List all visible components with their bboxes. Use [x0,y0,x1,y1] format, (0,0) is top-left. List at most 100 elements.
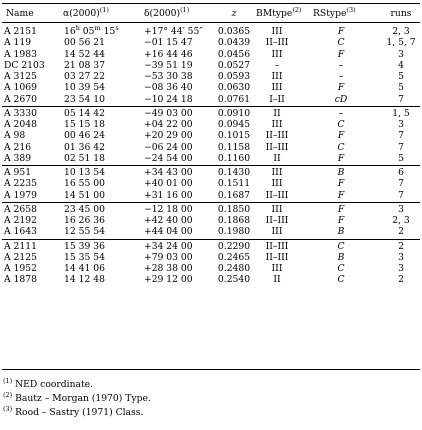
cell-dec: +42 40 00 [144,215,193,226]
cell-name: A 1979 [4,189,37,201]
cell-ra: 14 52 44 [64,48,105,60]
cell-rs: B [337,251,345,263]
cell-runs: 1, 5 [392,107,410,119]
cell-name: A 1952 [4,263,37,274]
cell-z: 0.0439 [217,37,251,49]
cell-name: A 2048 [4,119,37,130]
cell-rs: F [337,189,345,201]
cell-z: 0.2540 [217,274,251,286]
cell-rs: F [337,152,345,164]
cell-dec: −01 15 47 [144,37,193,49]
cell-bm: III [271,26,283,37]
cell-runs: 2 [398,226,404,238]
cell-name: DC 2103 [4,59,45,71]
cell-runs: 7 [398,93,404,105]
cell-ra: 14 41 06 [64,263,105,274]
cell-rs: cD [334,93,348,105]
cell-bm: II [273,274,281,286]
cell-ra: 00 56 21 [64,37,105,49]
group-separator-rule [2,201,420,203]
cell-z: 0.1511 [217,178,251,190]
cell-name: A 951 [4,167,32,178]
header-bm: BMtype(2) [256,6,302,19]
cell-dec: −10 24 18 [144,93,193,105]
cell-z: 0.2290 [217,240,251,252]
table-bottom-rule [2,369,420,370]
cell-dec: +28 38 00 [144,263,193,274]
cell-name: A 119 [4,37,32,49]
cell-dec: −53 30 38 [144,71,193,82]
group-separator-rule [2,165,420,166]
cell-bm: III [271,178,283,190]
cell-runs: 3 [398,263,404,274]
cell-z: 0.1160 [217,152,251,164]
cell-rs: F [337,203,345,215]
cell-runs: 5 [398,82,404,94]
cell-runs: 1, 5, 7 [386,37,416,49]
cell-runs: 6 [398,167,404,178]
cell-dec: −49 03 00 [144,107,193,119]
cell-name: A 2151 [4,26,37,37]
cell-name: A 98 [4,130,26,142]
cell-rs: F [337,130,345,142]
cell-dec: +29 12 00 [144,274,193,286]
header-ra: α(2000)(1) [63,6,109,19]
cell-bm: II [273,107,281,119]
cell-name: A 2125 [4,251,37,263]
cell-name: A 1878 [4,274,37,286]
header-rule [2,22,420,23]
cell-ra: 15 39 36 [64,240,105,252]
cell-bm: III [271,71,283,82]
cell-bm: II–III [265,37,289,49]
cell-z: 0.0456 [217,48,251,60]
cell-ra: 16 55 00 [64,178,105,190]
table-top-rule [2,3,420,4]
cell-runs: 3 [398,203,404,215]
cell-name: A 2111 [4,240,37,252]
header-rs: RStype(3) [313,6,356,19]
cell-name: A 1983 [4,48,37,60]
cell-rs: – [338,59,344,71]
cell-runs: 3 [398,119,404,130]
cell-name: A 2235 [4,178,37,190]
cell-ra: 05 14 42 [64,107,105,119]
cell-dec: +34 24 00 [144,240,193,252]
cell-ra: 03 27 22 [64,71,105,82]
cell-runs: 2, 3 [392,215,410,226]
cell-bm: III [271,167,283,178]
cell-ra: 14 12 48 [64,274,105,286]
cell-name: A 216 [4,141,32,153]
cell-dec: +44 04 00 [144,226,193,238]
cell-dec: +16 44 46 [144,48,193,60]
cell-z: 0.2465 [217,251,251,263]
cell-z: 0.2480 [217,263,251,274]
cell-ra: 16h 05m 15s [64,24,119,37]
cell-ra: 23 45 00 [64,203,105,215]
cell-dec: +34 43 00 [144,167,193,178]
cell-dec: −12 18 00 [144,203,193,215]
cell-bm: III [271,203,283,215]
cell-runs: 7 [398,189,404,201]
cell-z: 0.1687 [217,189,251,201]
cell-runs: 3 [398,48,404,60]
cell-bm: – [274,59,280,71]
cell-z: 0.0630 [217,82,251,94]
cell-dec: +04 22 00 [144,119,193,130]
cell-dec: −06 24 00 [144,141,193,153]
cell-bm: II–III [265,215,289,226]
header-name: Name [6,8,34,19]
cell-rs: C [337,119,345,130]
footnote-1: (1) NED coordinate. [3,377,94,390]
cell-dec: +31 16 00 [144,189,193,201]
header-runs: runs [390,8,412,19]
cell-ra: 02 51 18 [64,152,105,164]
cell-ra: 23 54 10 [64,93,105,105]
cell-bm: II–III [265,130,289,142]
cell-runs: 7 [398,141,404,153]
cell-bm: III [271,226,283,238]
cell-runs: 3 [398,251,404,263]
cell-dec: +40 01 00 [144,178,193,190]
cell-bm: II–III [265,251,289,263]
cell-runs: 5 [398,152,404,164]
